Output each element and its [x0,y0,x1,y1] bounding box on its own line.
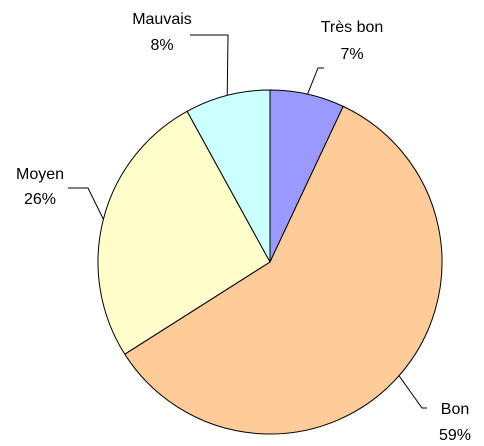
slice-label: Bon [441,401,469,418]
slice-value-label: 8% [150,37,173,54]
pie-slice [124,105,443,435]
leader-line [398,375,427,409]
slice-label: Très bon [321,19,384,36]
slice-value-label: 59% [439,427,471,444]
slice-label: Moyen [16,166,64,183]
leader-line [68,187,104,220]
leader-line [307,67,324,95]
slice-value-label: 26% [24,191,56,208]
leader-line [190,34,229,96]
slice-value-label: 7% [340,46,363,63]
slice-label: Mauvais [132,11,192,28]
